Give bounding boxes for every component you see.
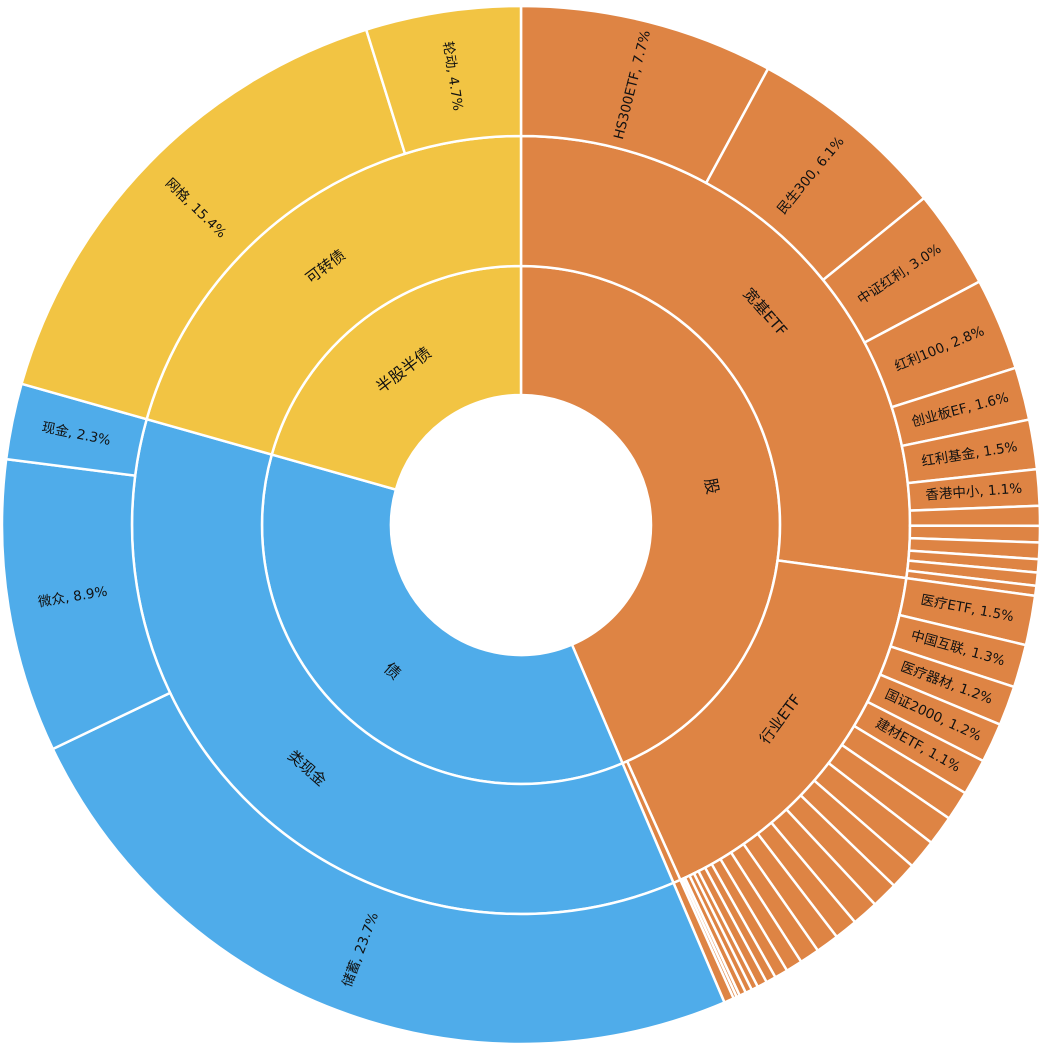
segment-股-宽基ETF-unnamed-10[interactable] <box>908 504 1042 528</box>
segments-layer <box>0 4 1042 1046</box>
segment-债-类现金-储蓄[interactable] <box>51 691 727 1046</box>
label-股: 股 <box>701 476 723 495</box>
label-股-宽基ETF-香港中小: 香港中小, 1.1% <box>925 481 1023 504</box>
segment-半股半债-可转债-轮动[interactable] <box>364 4 523 156</box>
